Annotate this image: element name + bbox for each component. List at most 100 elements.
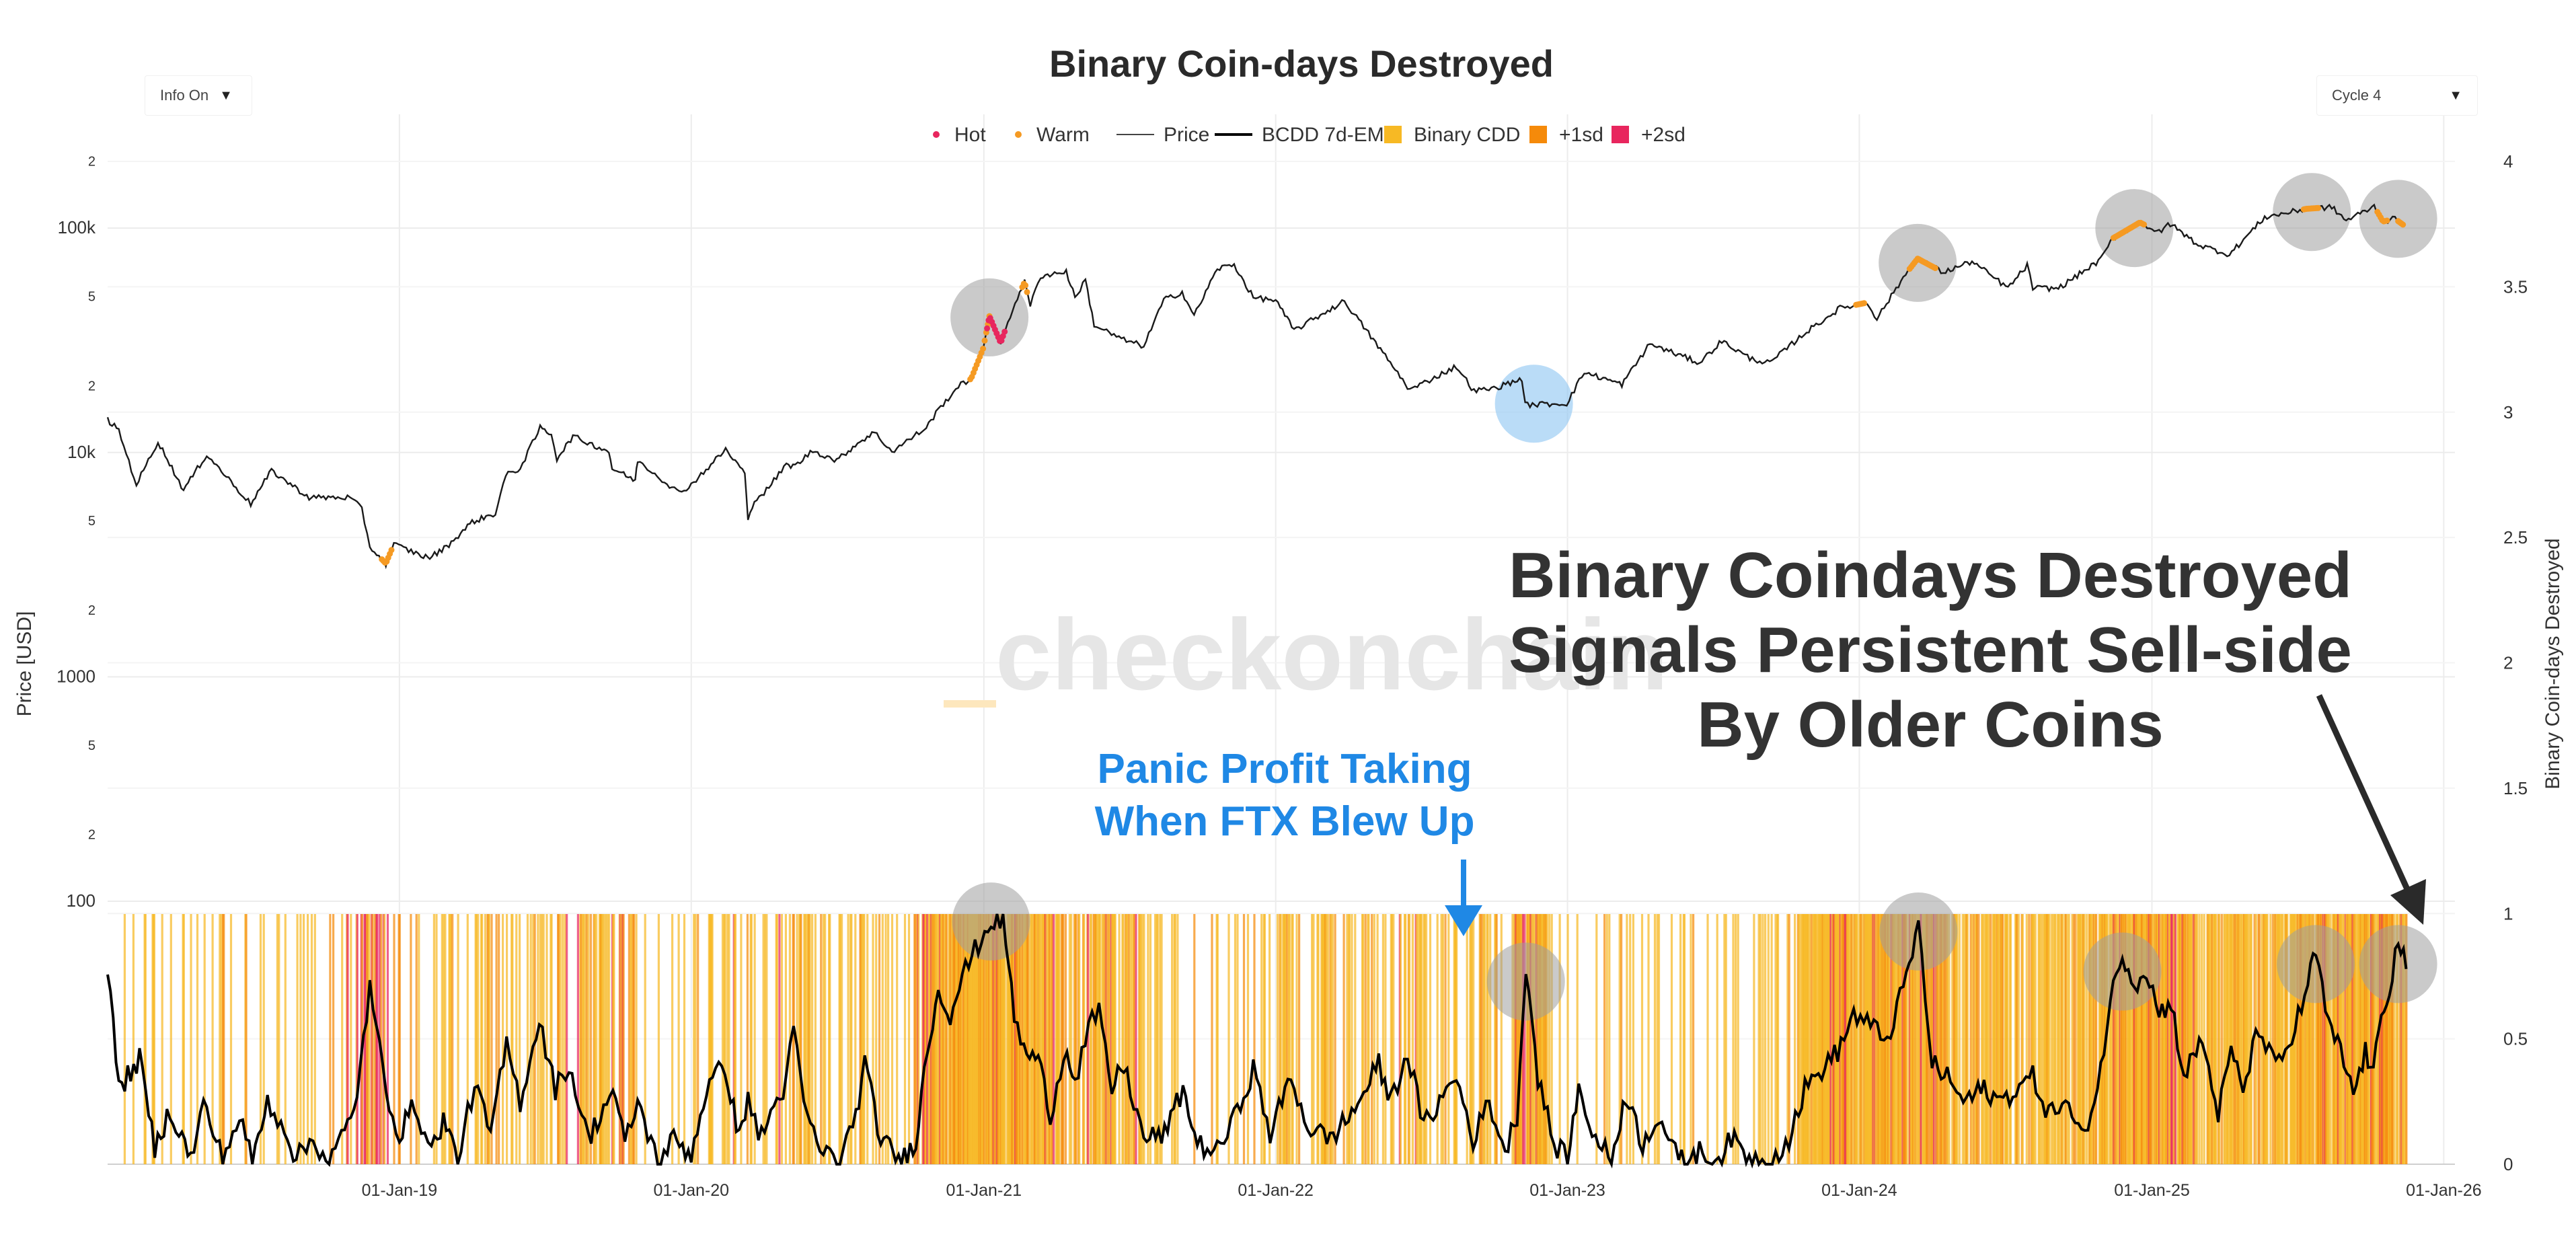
binary-cdd-stripe [1351,914,1353,1164]
legend-label: Price [1164,124,1209,146]
binary-cdd-stripe [1417,914,1420,1164]
y-left-tick-label: 10k [67,442,96,462]
binary-cdd-stripe [765,914,768,1164]
binary-cdd-stripe [1735,914,1737,1164]
binary-cdd-stripe [907,914,911,1164]
y-left-tick-label: 5 [88,514,96,529]
ftx-annotation-line-1: Panic Profit Taking [1097,746,1472,792]
binary-cdd-stripe [2092,914,2095,1164]
binary-cdd-stripe [1486,914,1489,1164]
binary-cdd-stripe [1371,914,1373,1164]
binary-cdd-stripe [805,914,808,1164]
binary-cdd-stripe [903,914,907,1164]
binary-cdd-stripe [2255,914,2257,1164]
binary-cdd-stripe [1753,914,1755,1164]
binary-cdd-stripe [1794,914,1796,1164]
binary-cdd-stripe [839,914,841,1164]
binary-cdd-stripe [2329,914,2332,1164]
binary-cdd-stripe [332,914,335,1164]
binary-cdd-stripe [2085,914,2088,1164]
binary-cdd-stripe [1647,914,1650,1164]
binary-cdd-stripe [763,914,767,1164]
binary-cdd-stripe [580,914,582,1164]
binary-cdd-stripe [190,914,192,1164]
warm-marker [1861,300,1868,307]
binary-cdd-stripe [1987,914,1990,1164]
binary-cdd-stripe [753,914,756,1164]
x-tick-label: 01-Jan-23 [1529,1181,1605,1200]
binary-cdd-stripe [490,914,493,1164]
binary-cdd-stripe [1392,914,1395,1164]
binary-cdd-stripe [495,914,498,1164]
binary-cdd-stripe [2227,914,2230,1164]
binary-cdd-stripe [1176,914,1179,1164]
binary-cdd-stripe [1311,914,1314,1164]
binary-cdd-stripe [1757,914,1760,1164]
binary-cdd-stripe [1725,914,1727,1164]
binary-cdd-stripe [1083,914,1086,1164]
binary-cdd-stripe [386,914,389,1164]
binary-cdd-stripe [1470,914,1473,1164]
binary-cdd-stripe [847,914,849,1164]
binary-cdd-stripe [1626,914,1628,1164]
binary-cdd-stripe [2240,914,2243,1164]
binary-cdd-stripe [1466,914,1468,1164]
bcdd-annotation-line-1: Binary Coindays Destroyed [1509,539,2352,611]
info-toggle-dropdown[interactable]: Info On ▼ [145,75,252,116]
binary-cdd-stripe [1944,914,1946,1164]
y-right-axis-title: Binary Coin-days Destroyed [2542,538,2564,790]
y-right-tick-label: 3 [2503,402,2513,422]
binary-cdd-stripe [1799,914,1802,1164]
binary-cdd-stripe [2034,914,2037,1164]
binary-cdd-stripe [1850,914,1853,1164]
binary-cdd-stripe [1118,914,1121,1164]
binary-cdd-stripe [1977,914,1980,1164]
binary-cdd-stripe [1692,914,1695,1164]
binary-cdd-stripe [1354,914,1357,1164]
binary-cdd-stripe [477,914,480,1164]
binary-cdd-stripe [1767,914,1770,1164]
binary-cdd-stripe [1951,914,1954,1164]
binary-cdd-stripe [1629,914,1632,1164]
binary-cdd-stripe [1546,914,1548,1164]
warm-marker [2141,221,2148,228]
binary-cdd-stripe [740,914,743,1164]
binary-cdd-stripe [1045,914,1048,1164]
binary-cdd-stripe [1070,914,1073,1164]
binary-cdd-stripe [2195,914,2199,1164]
binary-cdd-stripe [356,914,358,1164]
binary-cdd-stripe [329,914,332,1164]
binary-cdd-stripe [1429,914,1432,1164]
binary-cdd-stripe [346,914,349,1164]
binary-cdd-stripe [1334,914,1336,1164]
binary-cdd-stripe [1263,914,1266,1164]
binary-cdd-stripe [1376,914,1379,1164]
binary-cdd-stripe [1915,914,1918,1164]
binary-cdd-stripe [1317,914,1320,1164]
binary-cdd-stripe [633,914,636,1164]
binary-cdd-stripe [2231,914,2234,1164]
cycle-select-dropdown[interactable]: Cycle 4 ▼ [2316,75,2478,116]
binary-cdd-stripe [1260,914,1263,1164]
binary-cdd-stripe [1348,914,1351,1164]
binary-cdd-stripe [1408,914,1411,1164]
binary-cdd-stripe [1090,914,1093,1164]
binary-cdd-stripe [1049,914,1051,1164]
binary-cdd-stripe [1856,914,1858,1164]
binary-cdd-stripe [1723,914,1726,1164]
binary-cdd-stripe [2025,914,2028,1164]
binary-cdd-stripe [296,914,299,1164]
hot-marker [984,325,991,332]
binary-cdd-stripe [1759,914,1761,1164]
binary-cdd-stripe [589,914,592,1164]
binary-cdd-stripe [2033,914,2035,1164]
binary-cdd-stripe [502,914,504,1164]
binary-cdd-stripe [2203,914,2205,1164]
binary-cdd-stripe [2021,914,2024,1164]
warm-marker [388,547,395,554]
binary-cdd-stripe [526,914,529,1164]
y-left-tick-label: 2 [88,603,96,618]
binary-cdd-stripe [1900,914,1903,1164]
binary-cdd-stripe [1227,914,1230,1164]
binary-cdd-stripe [587,914,590,1164]
